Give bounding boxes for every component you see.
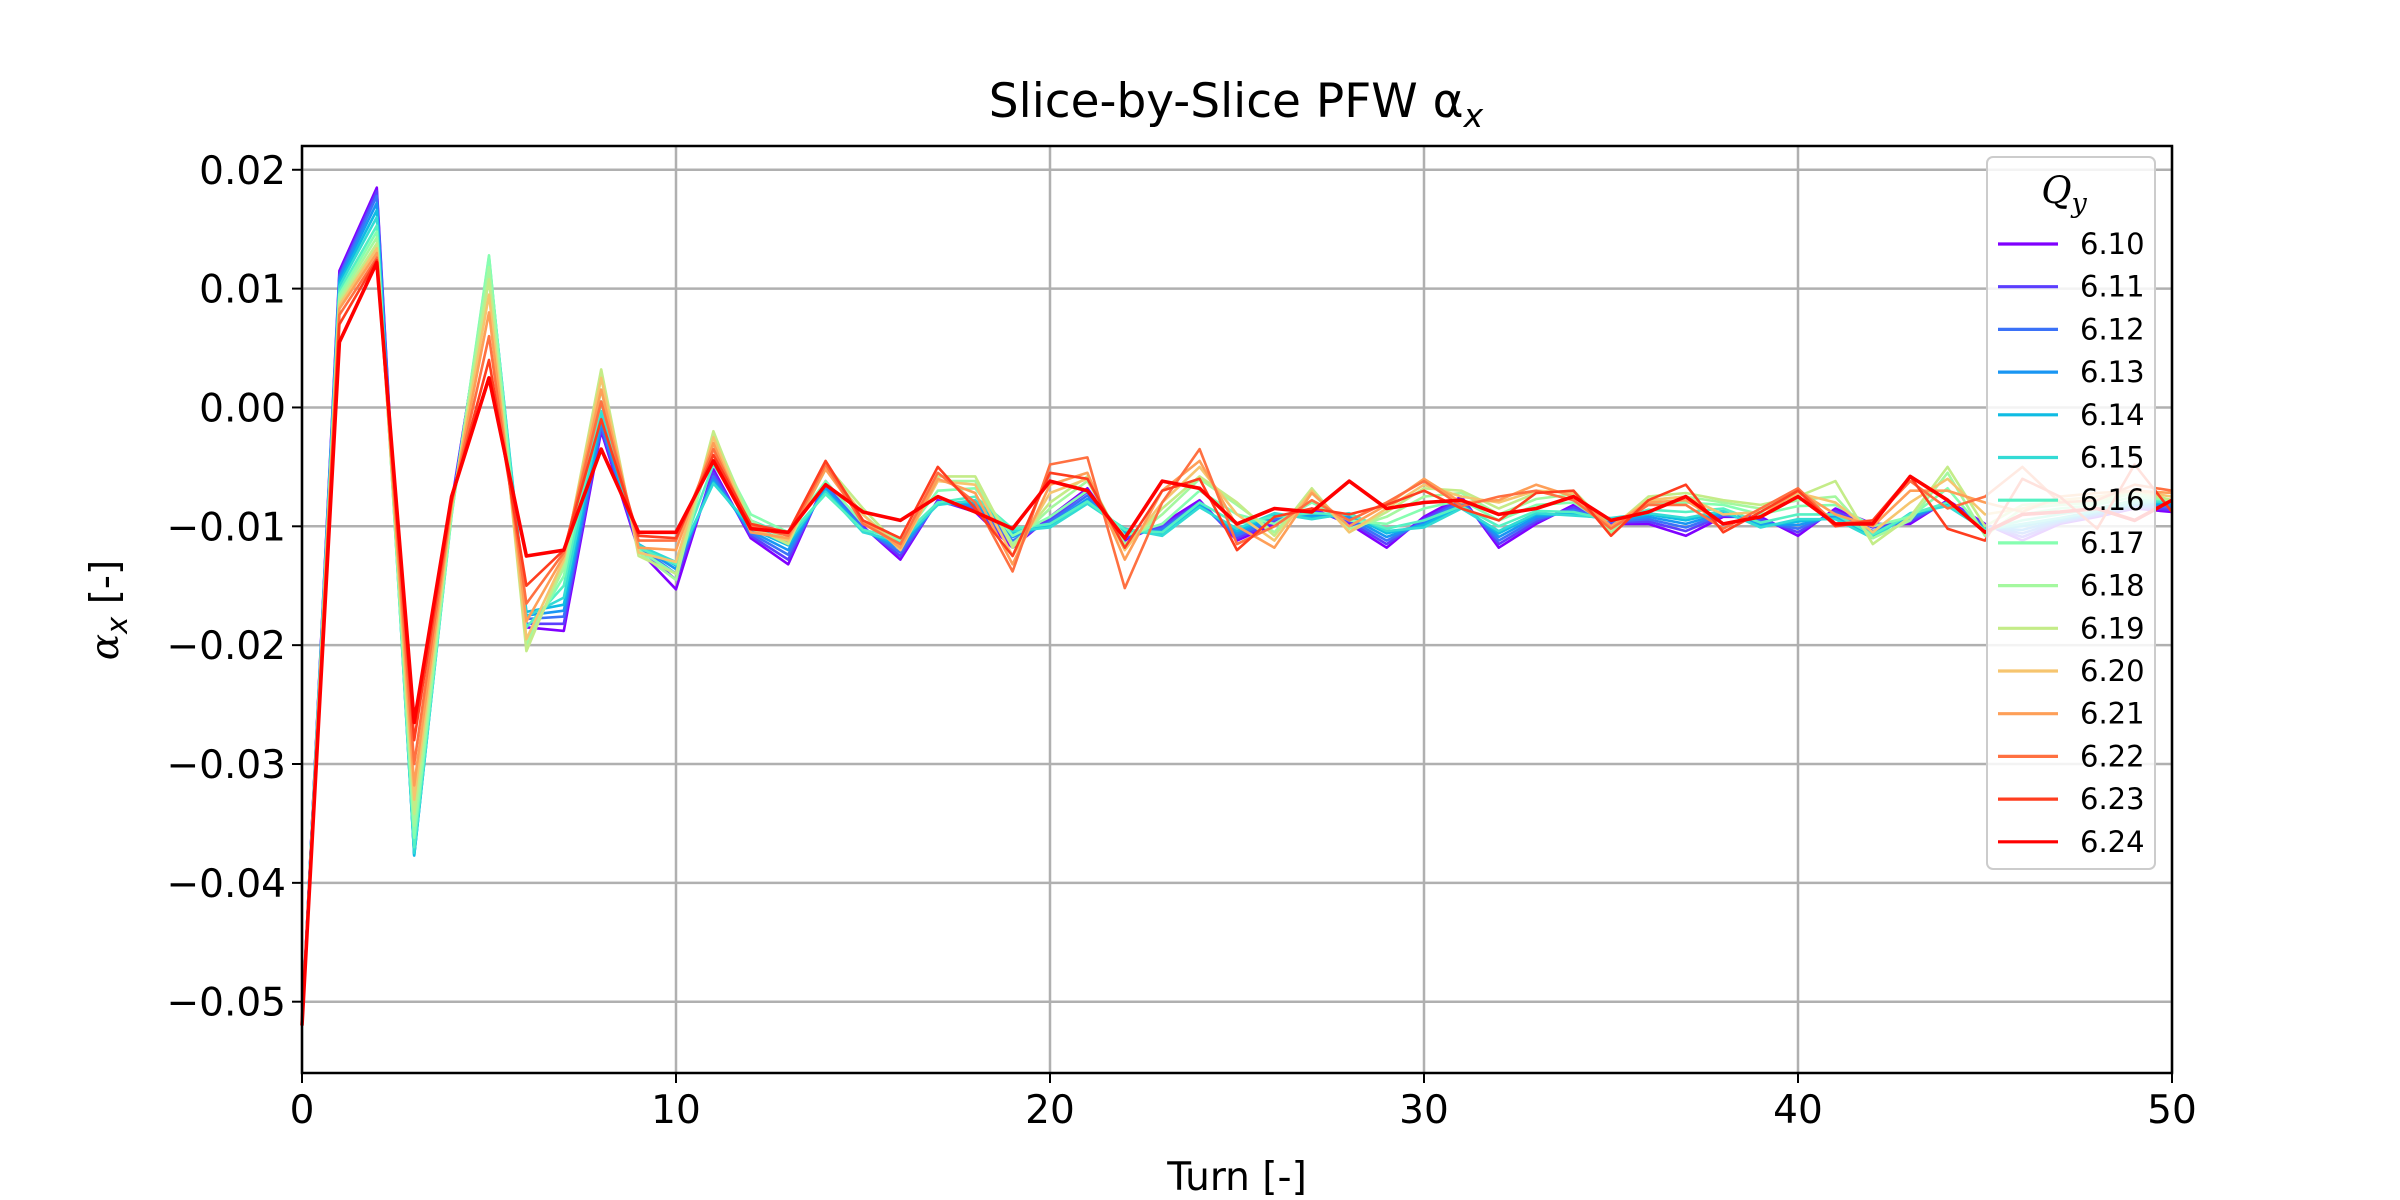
legend-title: Qy: [2041, 169, 2087, 219]
y-axis-label-suffix: [-]: [83, 560, 128, 617]
x-tick-label: 10: [651, 1088, 701, 1133]
plot-lines: [300, 186, 2174, 1026]
legend-box: [1986, 156, 2156, 870]
legend-label-6.11: 6.11: [2080, 270, 2145, 304]
x-tick-label: 40: [1773, 1088, 1823, 1133]
legend-label-6.19: 6.19: [2080, 611, 2145, 645]
y-axis-label-main: α: [83, 634, 128, 660]
x-tick-label: 50: [2147, 1088, 2197, 1133]
legend-label-6.10: 6.10: [2080, 227, 2145, 261]
legend: Qy 6.106.116.126.136.146.156.166.176.186…: [1986, 156, 2156, 870]
y-tick-label: 0.02: [199, 149, 286, 194]
y-tick-label: −0.03: [166, 743, 286, 788]
y-tick-label: −0.05: [166, 981, 286, 1026]
legend-label-6.15: 6.15: [2080, 441, 2145, 475]
y-tick-label: 0.01: [199, 268, 286, 313]
legend-label-6.12: 6.12: [2080, 312, 2145, 346]
y-axis-label-sub: x: [100, 616, 134, 635]
y-tick-label: −0.04: [166, 862, 286, 907]
series-line-6.24: [300, 260, 2173, 1026]
x-tick-label: 0: [290, 1088, 315, 1133]
chart-title-sub: x: [1463, 96, 1484, 135]
legend-label-6.14: 6.14: [2080, 398, 2145, 432]
legend-title-main: Q: [2041, 169, 2071, 212]
x-tick-label: 30: [1399, 1088, 1449, 1133]
legend-label-6.16: 6.16: [2080, 483, 2145, 517]
y-tick-label: −0.02: [166, 624, 286, 669]
legend-entries: 6.10 6.11 6.12 6.13 6.14 6.15 6.16 6.17 6.18 6.19…: [1998, 227, 2145, 859]
chart-title: Slice-by-Slice PFW αx: [989, 74, 1484, 135]
legend-label-6.20: 6.20: [2080, 654, 2145, 688]
legend-label-6.17: 6.17: [2080, 526, 2145, 560]
legend-label-6.13: 6.13: [2080, 355, 2145, 389]
chart-title-main: Slice-by-Slice PFW α: [989, 74, 1464, 129]
plot-frame: [300, 144, 2174, 1075]
y-axis: 0.02 0.01 0.00 −0.01 −0.02 −0.03 −0.04 −0.05: [166, 149, 302, 1026]
y-axis-label: αx [-]: [83, 560, 134, 660]
x-tick-label: 20: [1025, 1088, 1075, 1133]
y-tick-label: −0.01: [166, 505, 286, 550]
legend-label-6.23: 6.23: [2080, 782, 2145, 816]
x-axis-label: Turn [-]: [1166, 1155, 1307, 1200]
legend-label-6.18: 6.18: [2080, 569, 2145, 603]
legend-title-sub: y: [2071, 188, 2088, 219]
legend-label-6.21: 6.21: [2080, 697, 2145, 731]
legend-label-6.24: 6.24: [2080, 825, 2145, 859]
x-axis: 0 10 20 30 40 50: [290, 1073, 2197, 1133]
legend-label-6.22: 6.22: [2080, 739, 2145, 773]
y-tick-label: 0.00: [199, 386, 286, 431]
